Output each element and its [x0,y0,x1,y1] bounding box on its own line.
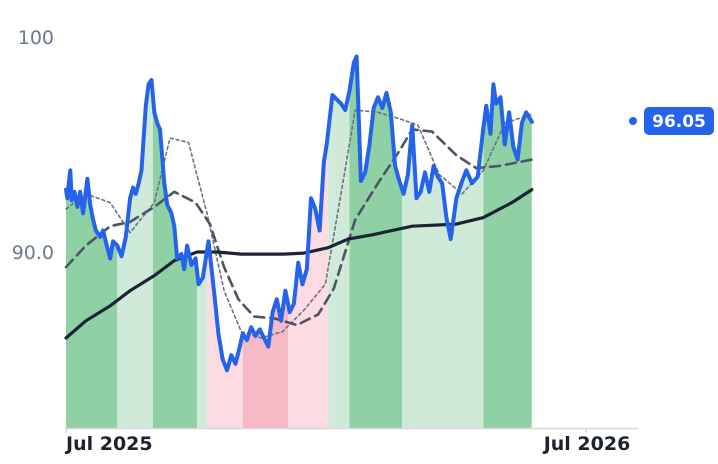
y-tick-label: 90.0 [12,242,54,264]
regime-band-green-dark [349,56,403,428]
y-tick-label: 100 [18,27,54,49]
x-axis-ticks: Jul 2025 Jul 2026 [64,428,630,455]
sma-slow-line [64,188,534,340]
regime-band-green-light [402,125,484,428]
regime-band-red-light [288,132,329,428]
regime-band-red-light [207,241,243,428]
last-value-label: 96.05 [652,112,706,132]
last-value-dot [627,115,639,127]
y-axis-ticks: 90.0 100 [12,27,54,264]
regime-band-green-dark [66,170,118,428]
last-value-marker: 96.05 [627,107,714,135]
regime-bands [66,56,532,428]
last-value-badge [644,107,714,135]
regime-band-green-light [117,80,153,428]
x-tick-label: Jul 2025 [64,433,153,455]
sma-mid-line [64,128,534,327]
x-tick-label: Jul 2026 [542,433,631,455]
regime-band-green-light [197,250,208,428]
price-line [64,54,534,373]
regime-band-red-dark [242,290,289,428]
regime-band-green-dark [483,84,532,428]
series-layer [64,54,534,373]
